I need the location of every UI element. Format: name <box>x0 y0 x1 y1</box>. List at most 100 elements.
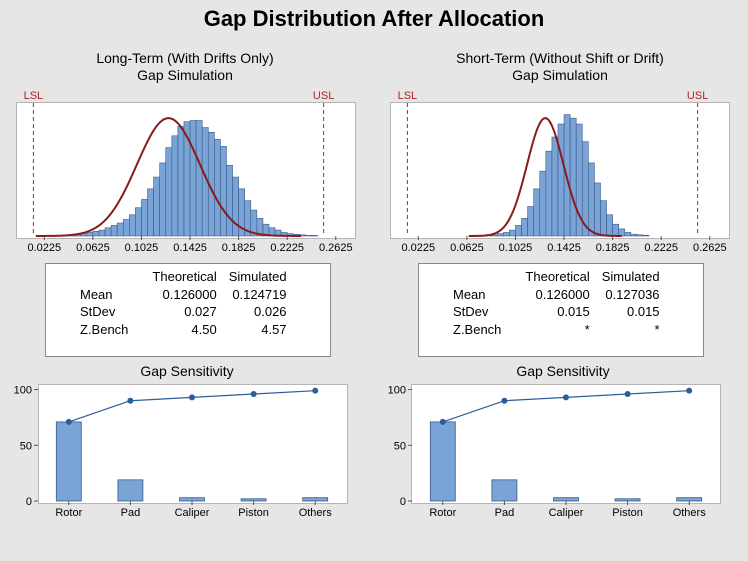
histogram-bar <box>606 214 613 237</box>
stats-theoretical: 0.027 <box>184 304 217 320</box>
cumulative-point <box>624 391 631 398</box>
usl-label: USL <box>313 90 334 102</box>
stats-header-theoretical: Theoretical <box>152 269 217 285</box>
histogram-bar <box>509 229 516 237</box>
cumulative-point <box>501 397 508 404</box>
histogram-bar <box>557 123 565 237</box>
category-label: Piston <box>612 507 643 519</box>
left-title-line2: Gap Simulation <box>137 67 233 83</box>
histogram-bar <box>92 230 100 237</box>
main-title: Gap Distribution After Allocation <box>203 6 545 31</box>
stats-header-simulated: Simulated <box>228 269 287 285</box>
histogram-bar <box>159 162 167 237</box>
histogram-bar <box>527 206 534 237</box>
category-label: Others <box>673 507 707 519</box>
histogram-bar <box>226 164 233 237</box>
category-label: Caliper <box>549 507 584 519</box>
x-tick-label: 0.0225 <box>401 242 435 254</box>
stats-simulated: * <box>654 321 660 337</box>
right-panel-title: Short-Term (Without Shift or Drift) Gap … <box>410 50 710 84</box>
right-stats-table: Theoretical Simulated Mean 0.126000 0.12… <box>418 263 704 357</box>
stats-label: Z.Bench <box>80 321 129 337</box>
x-tick-label: 0.1425 <box>173 242 207 254</box>
stats-row-mean: Mean 0.126000 0.127036 <box>453 286 666 304</box>
right-sensitivity-plot-area <box>411 384 721 504</box>
x-tick-label: 0.2225 <box>270 242 304 254</box>
x-tick-label: 0.0625 <box>450 242 484 254</box>
cumulative-point <box>439 418 446 425</box>
stats-simulated: 0.124719 <box>232 286 287 302</box>
histogram-bar <box>515 225 522 237</box>
histogram-bar <box>135 207 142 237</box>
stats-label: StDev <box>80 304 116 320</box>
histogram-bar <box>618 228 626 237</box>
y-tick-label: 0 <box>26 496 32 508</box>
stats-header-theoretical: Theoretical <box>525 269 590 285</box>
histogram-bar <box>533 188 541 237</box>
histogram-bar <box>116 222 124 237</box>
right-title-line1: Short-Term (Without Shift or Drift) <box>456 50 664 66</box>
left-sensitivity-chart: 0 50 100 Rotor Pad Caliper Piston Others <box>14 385 333 519</box>
lsl-label: LSL <box>24 90 44 102</box>
x-tick-label: 0.2625 <box>319 242 353 254</box>
stats-row-zbench: Z.Bench * * <box>453 321 666 339</box>
y-tick-label: 0 <box>400 496 406 508</box>
x-tick-label: 0.1025 <box>125 242 159 254</box>
stats-theoretical: 0.126000 <box>162 286 217 302</box>
histogram-bar <box>104 227 112 237</box>
left-sensitivity-plot-area <box>38 384 348 504</box>
left-panel-title: Long-Term (With Drifts Only) Gap Simulat… <box>40 50 330 84</box>
sensitivity-bar <box>614 498 641 502</box>
histogram-bar <box>600 200 607 237</box>
histogram-bar <box>141 199 148 237</box>
histogram-bar <box>551 136 559 237</box>
sensitivity-bar <box>179 497 205 502</box>
stats-header-simulated: Simulated <box>601 269 660 285</box>
cumulative-point <box>563 394 569 401</box>
sensitivity-bar <box>55 421 82 502</box>
stats-simulated: 0.015 <box>627 304 660 320</box>
sensitivity-bar <box>302 497 329 502</box>
x-tick-label: 0.1425 <box>547 242 581 254</box>
histogram-bar <box>503 232 510 237</box>
usl-label: USL <box>687 90 708 102</box>
stats-row-zbench: Z.Bench 4.50 4.57 <box>80 321 293 339</box>
left-stats-table: Theoretical Simulated Mean 0.126000 0.12… <box>45 263 331 357</box>
stats-simulated: 0.127036 <box>605 286 660 302</box>
left-sensitivity-title: Gap Sensitivity <box>140 363 234 379</box>
fitted-normal-curve <box>35 117 302 237</box>
histogram-bar <box>305 235 312 237</box>
x-tick-label: 0.0225 <box>27 242 61 254</box>
histogram-bar <box>153 176 160 237</box>
stats-row-stdev: StDev 0.027 0.026 <box>80 303 293 321</box>
histogram-bar <box>86 232 94 237</box>
stats-simulated: 4.57 <box>261 321 287 337</box>
stats-label: Z.Bench <box>453 321 502 337</box>
histogram-bar <box>545 150 553 237</box>
x-tick-label: 0.1825 <box>596 242 630 254</box>
category-label: Piston <box>238 507 269 519</box>
y-tick-label: 100 <box>388 385 406 397</box>
histogram-bar <box>624 232 632 237</box>
histogram-bar <box>588 162 595 237</box>
histogram-bar <box>214 139 221 237</box>
sensitivity-bar <box>553 497 579 502</box>
x-tick-label: 0.2625 <box>693 242 727 254</box>
histogram-bar <box>165 147 173 237</box>
histogram-bar <box>594 182 601 237</box>
stats-label: Mean <box>453 286 486 302</box>
stats-theoretical: 0.015 <box>557 304 590 320</box>
category-label: Rotor <box>429 507 456 519</box>
histogram-bar <box>147 188 154 237</box>
stats-label: Mean <box>80 286 113 302</box>
lsl-label: LSL <box>398 90 418 102</box>
right-sensitivity-title: Gap Sensitivity <box>516 363 610 379</box>
histogram-bar <box>630 233 638 237</box>
histogram-bar <box>189 120 197 237</box>
histogram-bar <box>220 146 227 237</box>
histogram-bar <box>110 225 118 237</box>
category-label: Others <box>299 507 333 519</box>
sensitivity-bar <box>240 498 267 502</box>
histogram-bar <box>612 223 620 237</box>
histogram-bar <box>636 234 644 237</box>
